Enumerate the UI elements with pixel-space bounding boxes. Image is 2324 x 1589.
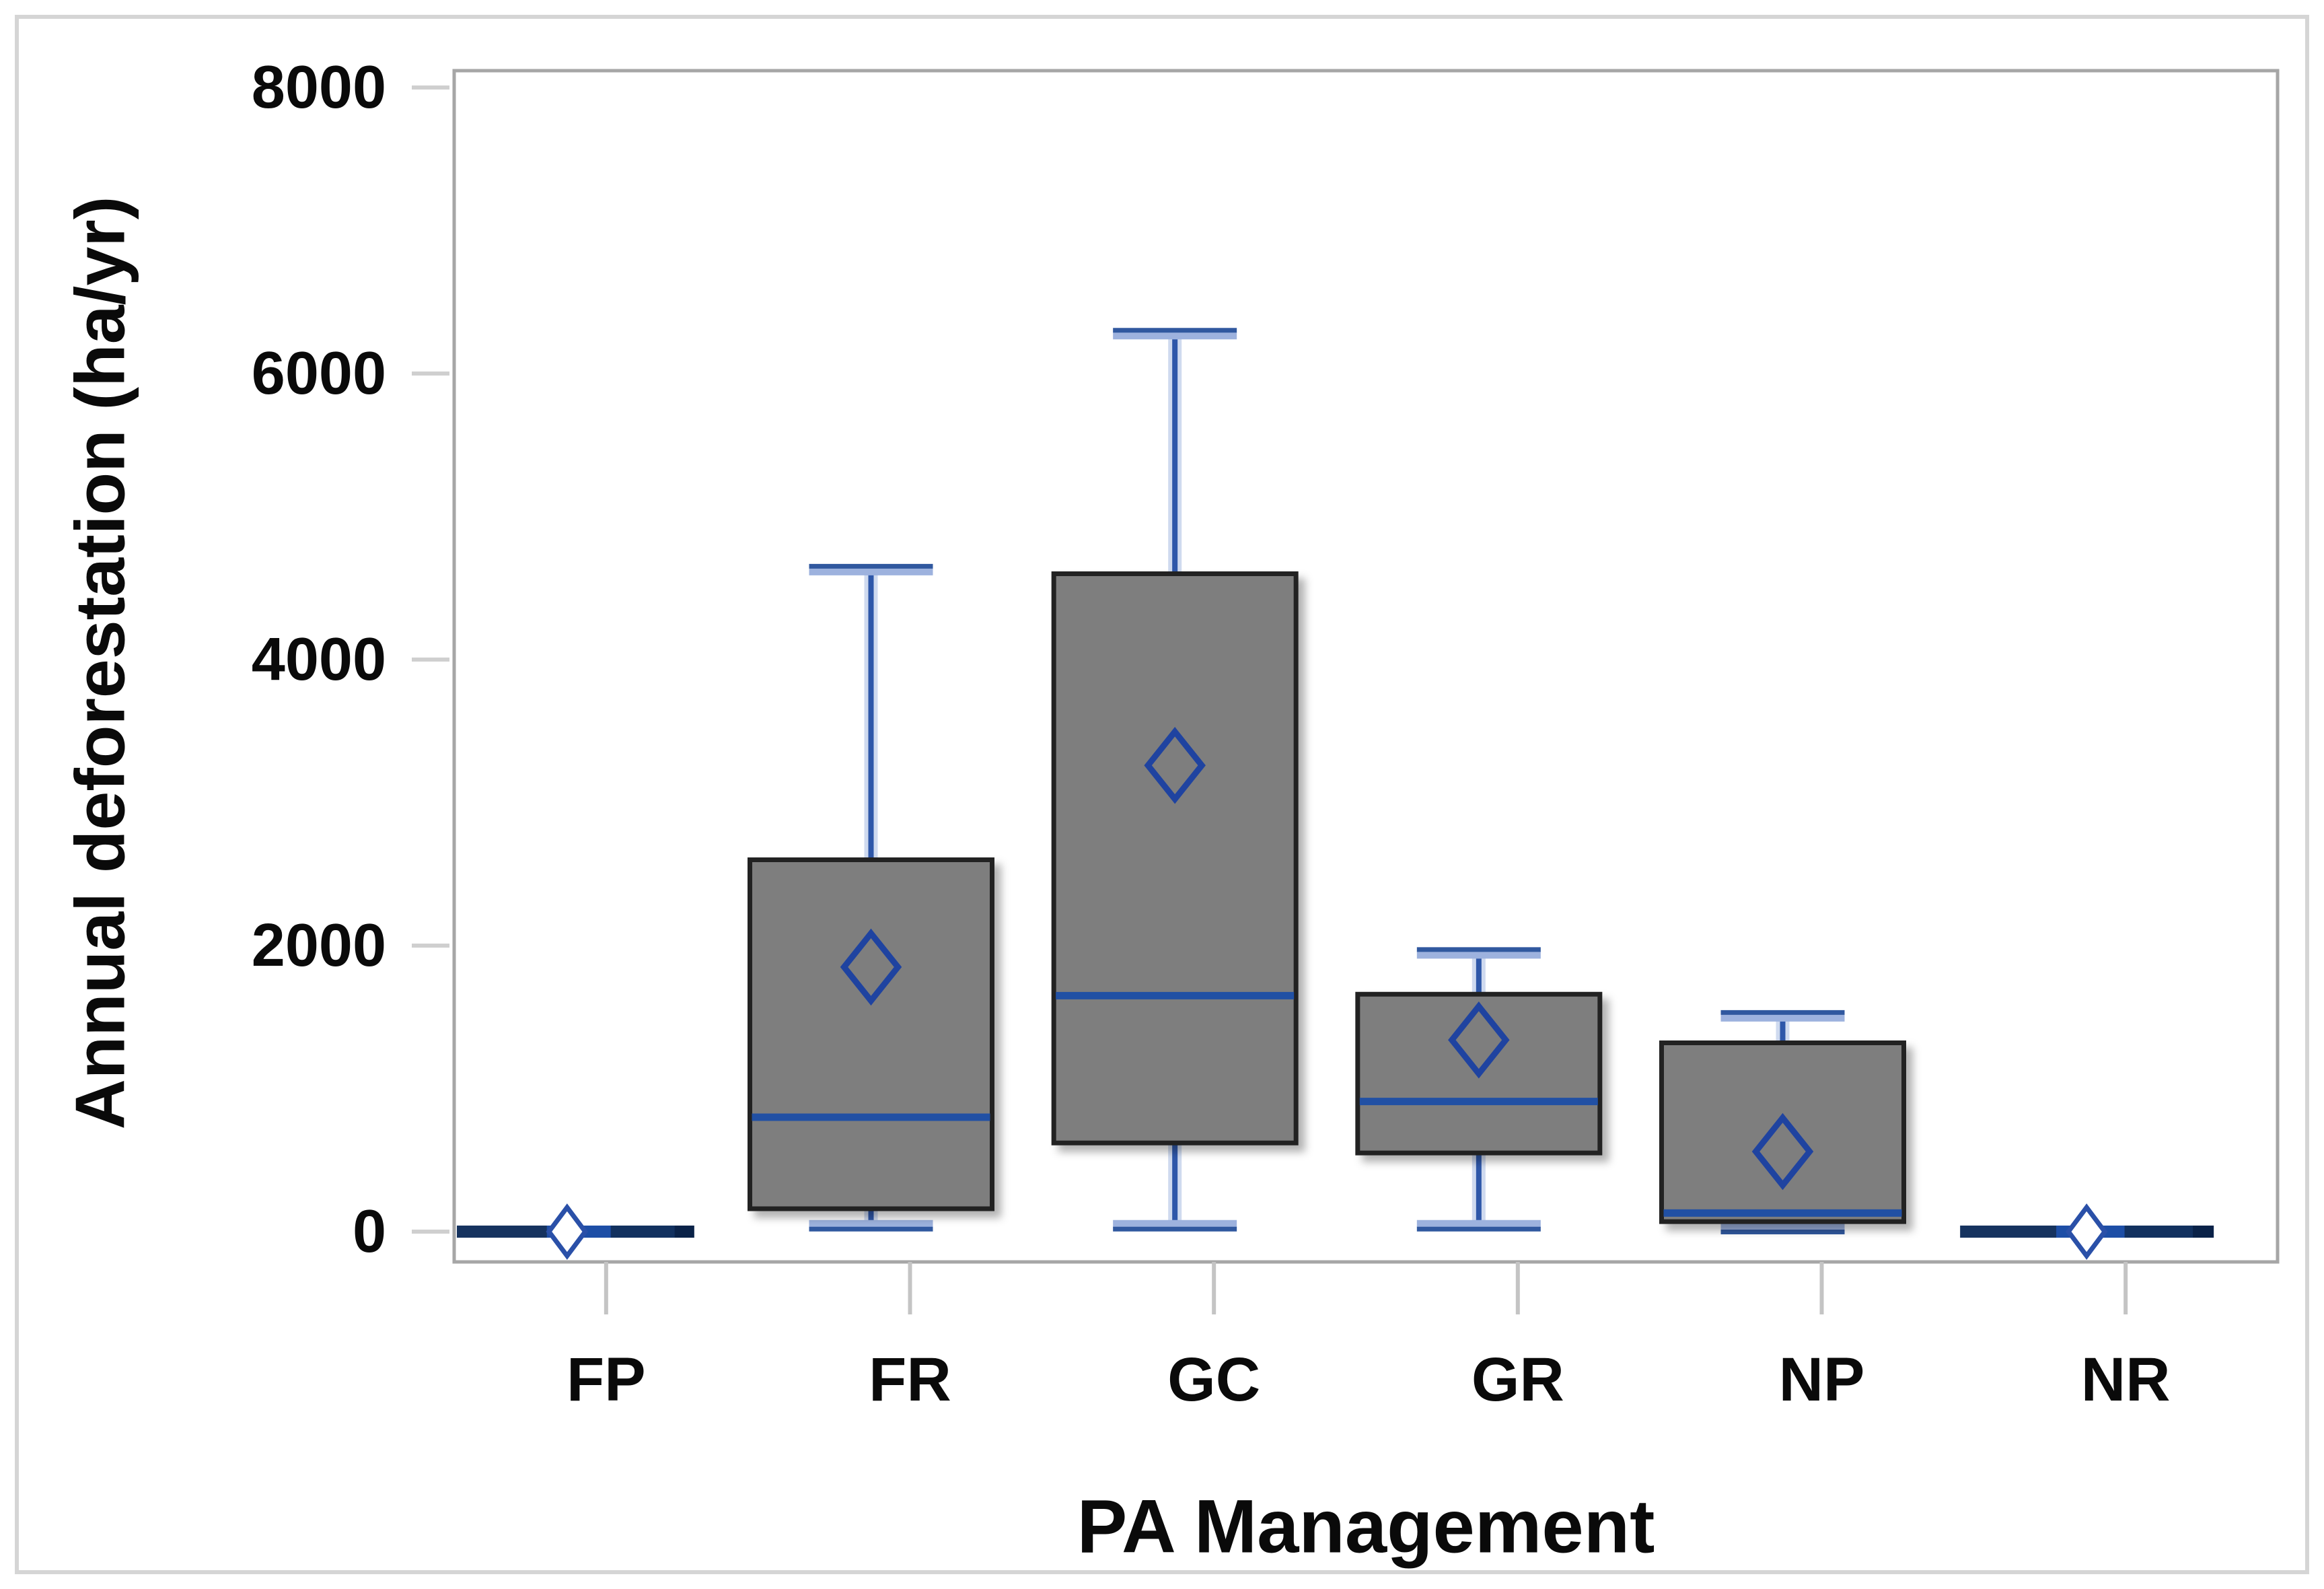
boxplot-FP	[457, 1203, 694, 1260]
upper-cap-GR-line	[1416, 947, 1541, 952]
upper-cap-FR-line	[809, 563, 933, 569]
upper-cap-GR-band	[1416, 951, 1541, 959]
zero-bar-segment	[1960, 1226, 2058, 1238]
x-tick-label-GC: GC	[1167, 1345, 1260, 1414]
mean-diamond-FP	[546, 1203, 589, 1260]
x-tick-label-NP: NP	[1779, 1345, 1865, 1414]
upper-cap-NP-band	[1720, 1014, 1845, 1022]
zero-bar-segment	[2124, 1226, 2194, 1238]
boxplot-NP	[1659, 1010, 1906, 1234]
x-tick-label-NR: NR	[2081, 1345, 2171, 1414]
mean-diamond-GC	[1144, 727, 1206, 804]
lower-cap-NP-line	[1720, 1230, 1845, 1234]
y-tick-label-0: 0	[353, 1198, 386, 1265]
boxplot-GC	[1051, 328, 1299, 1232]
x-tick-label-GR: GR	[1472, 1345, 1564, 1414]
y-tick-label-6000: 6000	[252, 340, 386, 407]
y-axis-title: Annual deforestation (ha/yr)	[61, 196, 140, 1130]
boxplot-NR	[1960, 1203, 2214, 1260]
lower-cap-GC-band	[1113, 1220, 1237, 1228]
zero-bar-segment	[2193, 1226, 2214, 1238]
y-tick-label-8000: 8000	[252, 54, 386, 121]
zero-bar-segment	[457, 1226, 548, 1238]
boxplot-FR	[748, 563, 994, 1232]
mean-diamond-NR	[2065, 1203, 2108, 1260]
y-tick-label-2000: 2000	[252, 912, 386, 979]
mean-diamond-FR	[840, 928, 902, 1006]
y-tick-label-4000: 4000	[252, 626, 386, 693]
mean-diamond-NP	[1751, 1113, 1814, 1191]
zero-bar-segment	[610, 1226, 676, 1238]
x-axis-title: PA Management	[1077, 1484, 1655, 1569]
boxplot-GR	[1355, 947, 1603, 1232]
box-FR	[748, 857, 994, 1211]
mean-diamond-GR	[1448, 1001, 1510, 1079]
x-tick-label-FP: FP	[567, 1345, 646, 1414]
lower-cap-FR-band	[809, 1220, 933, 1228]
upper-cap-FR-band	[809, 567, 933, 575]
upper-cap-NP-line	[1720, 1010, 1845, 1015]
lower-cap-NP-band	[1720, 1223, 1845, 1230]
x-tick-label-FR: FR	[869, 1345, 951, 1414]
lower-cap-FR-line	[809, 1226, 933, 1232]
zero-bar-segment	[674, 1226, 694, 1238]
upper-cap-GC-band	[1113, 332, 1237, 340]
box-NP	[1659, 1040, 1906, 1224]
lower-cap-GR-band	[1416, 1220, 1541, 1228]
box-GC	[1051, 571, 1299, 1145]
lower-cap-GC-line	[1113, 1226, 1237, 1232]
lower-cap-GR-line	[1416, 1226, 1541, 1232]
plot-frame	[452, 69, 2280, 1264]
upper-cap-GC-line	[1113, 328, 1237, 333]
